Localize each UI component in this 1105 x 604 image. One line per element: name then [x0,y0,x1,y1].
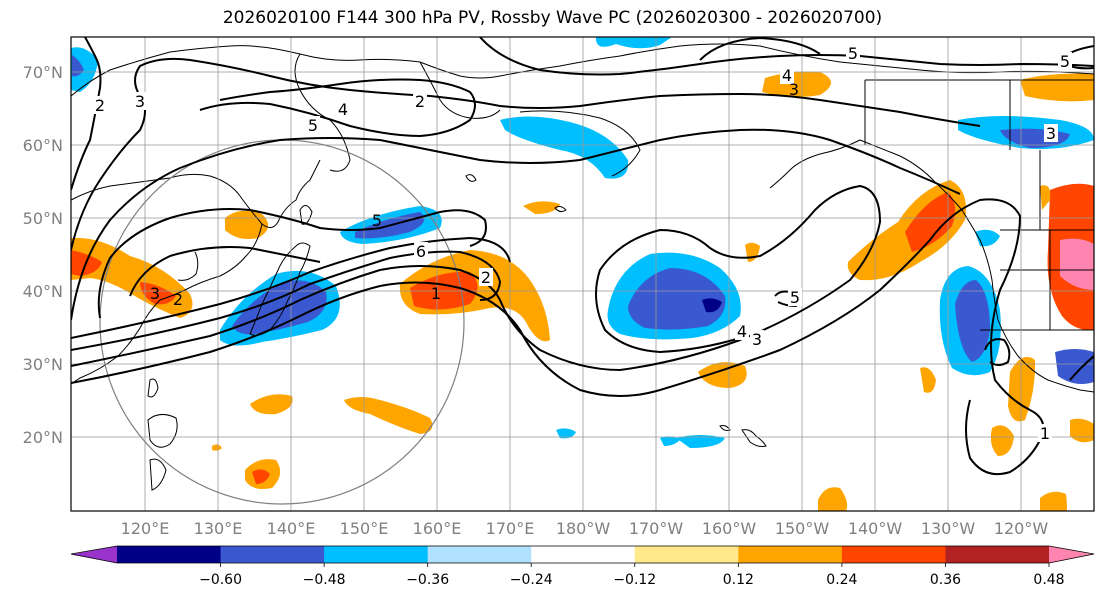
contour-label: 2 [481,268,491,287]
lon-label: 130°E [194,519,243,538]
colorbar-segment [427,546,532,563]
contour-label: 5 [308,116,318,135]
lat-label: 50°N [23,209,63,228]
contour-label: 1 [431,284,441,303]
colorbar-segments [71,546,1094,563]
contour-label: 2 [95,96,105,115]
contour-label: 1 [1040,424,1050,443]
contour-label: 5 [1060,52,1070,71]
contour-2 [71,184,882,372]
shade-north-blue [595,37,672,49]
contour-label: 4 [737,322,747,341]
colorbar-tick-label: −0.24 [510,572,553,588]
colorbar-segment [945,546,1050,563]
colorbar-ticks: −0.60 −0.48 −0.36 −0.24 −0.12 0.12 0.24 0.36 0.4… [199,563,1065,588]
colorbar-segment [841,546,946,563]
lon-label: 120°W [994,519,1049,538]
colorbar-tick-label: 0.48 [1033,572,1064,588]
lat-label: 20°N [23,428,63,447]
lon-label: 180°W [556,519,611,538]
map-frame [70,36,1095,512]
contour-label: 3 [150,284,160,303]
contour-label: 2 [415,92,425,111]
lon-label: 160°W [702,519,757,538]
colorbar-segment [117,546,222,563]
colorbar-segment [531,546,636,563]
contour-label: 2 [173,290,183,309]
colorbar-segment [324,546,429,563]
colorbar-tick-label: −0.48 [303,572,346,588]
colorbar-extend-max [1049,546,1094,563]
colorbar-tick-label: 0.12 [723,572,754,588]
shade-blue-2 [500,116,629,179]
lon-label: 150°E [340,519,389,538]
chart-title: 2026020100 F144 300 hPa PV, Rossby Wave … [222,8,883,28]
lon-label: 140°W [848,519,903,538]
colorbar-tick-label: 0.24 [826,572,857,588]
contour-label: 3 [135,92,145,111]
lat-labels: 70°N 60°N 50°N 40°N 30°N 20°N [23,63,63,447]
colorbar-segment [738,546,843,563]
contour-label: 5 [372,211,382,230]
contour-label: 5 [848,44,858,63]
contour-1 [71,198,1045,476]
lon-label: 120°E [121,519,170,538]
lon-labels: 120°E 130°E 140°E 150°E 160°E 170°E 180°… [121,519,1049,538]
colorbar-tick-label: 0.36 [930,572,961,588]
lon-label: 150°W [775,519,830,538]
contour-label: 3 [752,330,762,349]
colorbar-tick-label: −0.36 [406,572,449,588]
colorbar-extend-min [71,546,117,563]
lat-label: 30°N [23,355,63,374]
colorbar-segment [220,546,325,563]
contour-label: 6 [416,242,426,261]
lat-label: 70°N [23,63,63,82]
contour-label: 4 [782,66,792,85]
map-plot-area: 2 3 2 4 5 5 5 4 3 3 5 6 2 1 3 2 [71,37,1094,511]
colorbar: −0.60 −0.48 −0.36 −0.24 −0.12 0.12 0.24 0.36 0.4… [70,545,1095,588]
contour-label: 4 [338,100,348,119]
contour-label: 3 [1046,124,1056,143]
contour-label: 3 [789,80,799,99]
lon-label: 140°E [267,519,316,538]
colorbar-segment [634,546,739,563]
lon-label: 160°E [413,519,462,538]
contour-labels: 2 3 2 4 5 5 5 4 3 3 5 6 2 1 3 2 [93,44,1072,443]
lon-label: 170°E [486,519,535,538]
lat-label: 40°N [23,282,63,301]
contour-label: 5 [790,288,800,307]
lat-label: 60°N [23,136,63,155]
lon-label: 130°W [921,519,976,538]
colorbar-outline [70,545,1095,564]
lon-label: 170°W [629,519,684,538]
colorbar-tick-label: −0.12 [613,572,656,588]
colorbar-tick-label: −0.60 [199,572,242,588]
